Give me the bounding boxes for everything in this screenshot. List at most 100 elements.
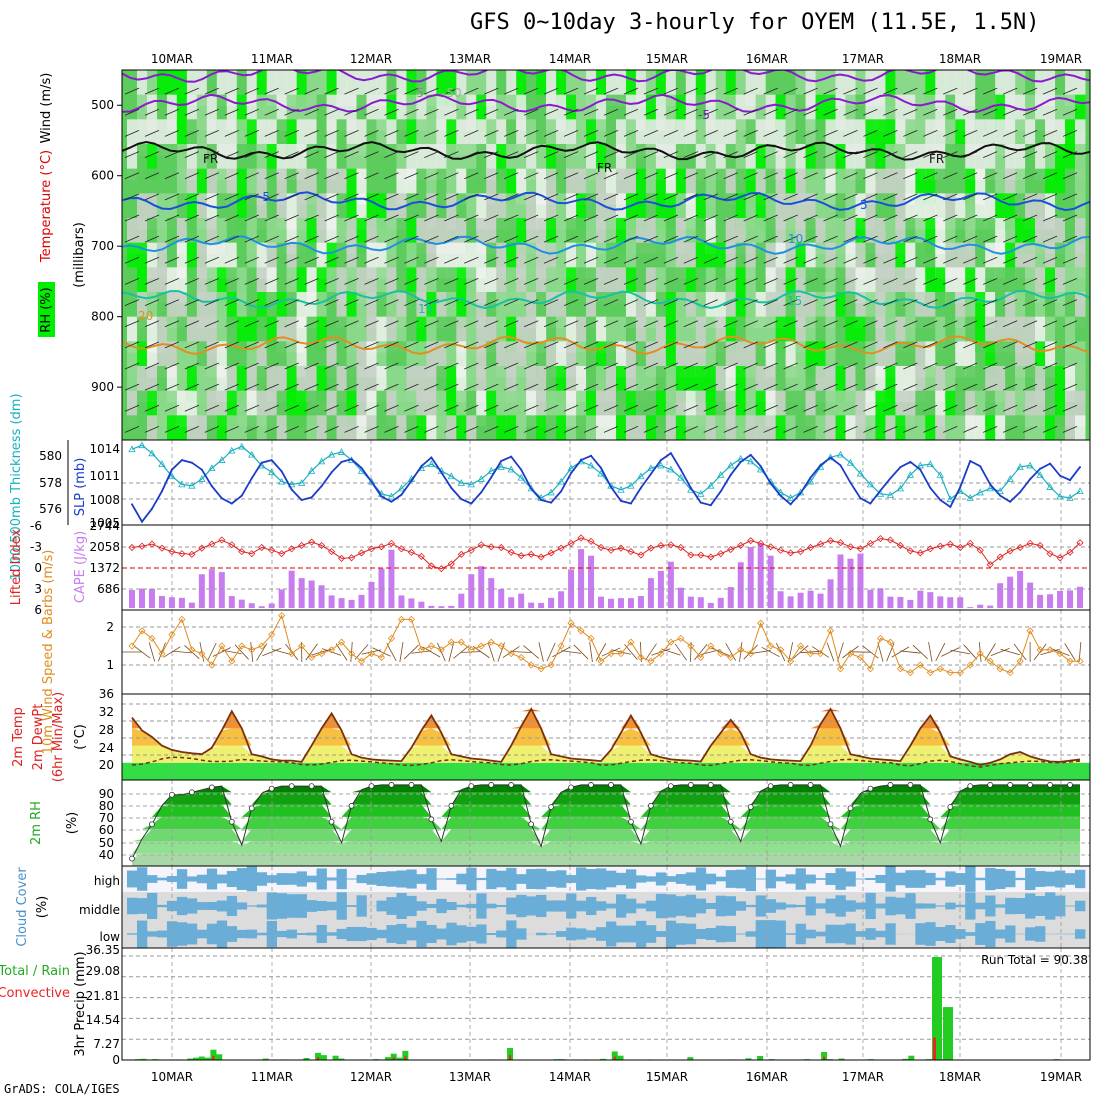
wind-barb — [284, 87, 299, 95]
wind-barb — [224, 130, 239, 137]
thickness-point — [627, 481, 635, 489]
rh-cell — [426, 242, 437, 279]
rh-cell — [476, 341, 487, 378]
rh-cell — [605, 193, 617, 230]
rh-cell — [745, 193, 757, 230]
wind-barb — [424, 278, 439, 285]
rh-cell — [1015, 218, 1026, 254]
wind-barb — [703, 362, 718, 370]
rh-cell — [586, 144, 597, 180]
cloud-cell — [605, 903, 617, 909]
wind-barb — [1022, 426, 1038, 433]
cloud-cell — [216, 900, 228, 912]
wind-barb — [983, 278, 998, 285]
rh-cell — [845, 144, 856, 180]
rh-cell — [376, 218, 387, 254]
cloud-cell — [246, 905, 258, 907]
wind-barb — [563, 256, 579, 264]
rh-cell — [745, 267, 757, 304]
rh-point — [787, 782, 794, 788]
wind-speed-point — [986, 657, 994, 665]
wind-barb — [723, 193, 738, 201]
wind-barb — [603, 320, 619, 328]
rh-cell — [466, 193, 477, 230]
wind-barb — [204, 278, 219, 285]
wind-barb — [204, 320, 219, 328]
cloud-cell — [466, 867, 477, 891]
wind-barb — [703, 341, 718, 349]
rh-cell — [396, 168, 407, 205]
cape-bar — [258, 606, 265, 608]
rh-cell — [496, 119, 507, 156]
rh-cell — [486, 242, 497, 279]
lifted-index-point — [337, 554, 346, 562]
wind-speed-point — [946, 669, 954, 677]
rh-cell — [226, 119, 238, 156]
wind-barb — [803, 172, 818, 180]
wind-barb — [164, 130, 180, 137]
rh-cell — [945, 366, 956, 402]
cape-bar — [887, 596, 894, 608]
rh-cell — [985, 366, 996, 402]
rh-cell — [715, 70, 727, 106]
wind-barb — [304, 320, 319, 328]
convective-bar — [509, 1055, 512, 1060]
rh-cell — [865, 94, 876, 131]
wind-barb — [1002, 383, 1018, 391]
wind-barb — [224, 172, 239, 180]
rh-cell — [865, 267, 876, 304]
rh-cell — [127, 168, 138, 205]
rh-cell — [176, 267, 188, 304]
wind-barb — [344, 362, 359, 370]
wind-barb — [404, 341, 419, 349]
slp-point — [629, 502, 632, 505]
cloud-cell — [276, 893, 287, 919]
rh-cell — [296, 292, 308, 328]
rh-cell — [815, 415, 827, 440]
wind-barb — [643, 193, 659, 201]
rh-cell — [605, 70, 617, 106]
lifted-index-point — [487, 543, 495, 551]
rh-cell — [216, 415, 228, 440]
cloud-cell — [1055, 870, 1066, 888]
rh-cell — [396, 415, 407, 440]
cape-tick-label: 1372 — [89, 561, 120, 575]
rh-cell — [286, 366, 298, 402]
wind-barb — [603, 87, 619, 95]
top-date-label: 15MAR — [646, 52, 688, 66]
cloud-cell — [965, 932, 976, 936]
rh-cell — [356, 193, 368, 230]
slp-point — [530, 487, 533, 490]
rh-cell — [276, 341, 288, 378]
rh-cell — [206, 390, 218, 427]
wind-barb — [264, 256, 279, 264]
cloud-cell — [306, 932, 317, 936]
rh-cell — [805, 316, 817, 353]
rh-cell — [665, 94, 677, 131]
cloud-cell — [655, 872, 667, 886]
cloud-cell — [885, 866, 896, 892]
wind-barb — [484, 151, 499, 158]
rh-cell — [346, 390, 358, 427]
wind-barb — [524, 362, 539, 370]
rh-cell — [615, 168, 627, 205]
rh-cell — [356, 267, 368, 304]
wind-barb — [1062, 193, 1078, 201]
wind-barb — [444, 130, 459, 137]
wind-barb — [743, 404, 758, 412]
wind-barb — [164, 108, 180, 116]
wind-barb — [164, 256, 180, 264]
rh-cell — [1025, 70, 1036, 106]
lifted-index-point — [447, 560, 455, 568]
wind-barb — [683, 320, 698, 328]
wind-barb — [399, 642, 404, 662]
rh-cell — [446, 366, 457, 402]
rh-cell — [705, 267, 717, 304]
precip-bar — [210, 1049, 217, 1060]
cape-bar — [548, 597, 555, 608]
precip-bar — [611, 1051, 618, 1060]
wind-speed-point — [816, 650, 825, 658]
wind-barb — [324, 172, 339, 180]
rh-cell — [536, 390, 547, 427]
wind-barb — [264, 87, 279, 95]
